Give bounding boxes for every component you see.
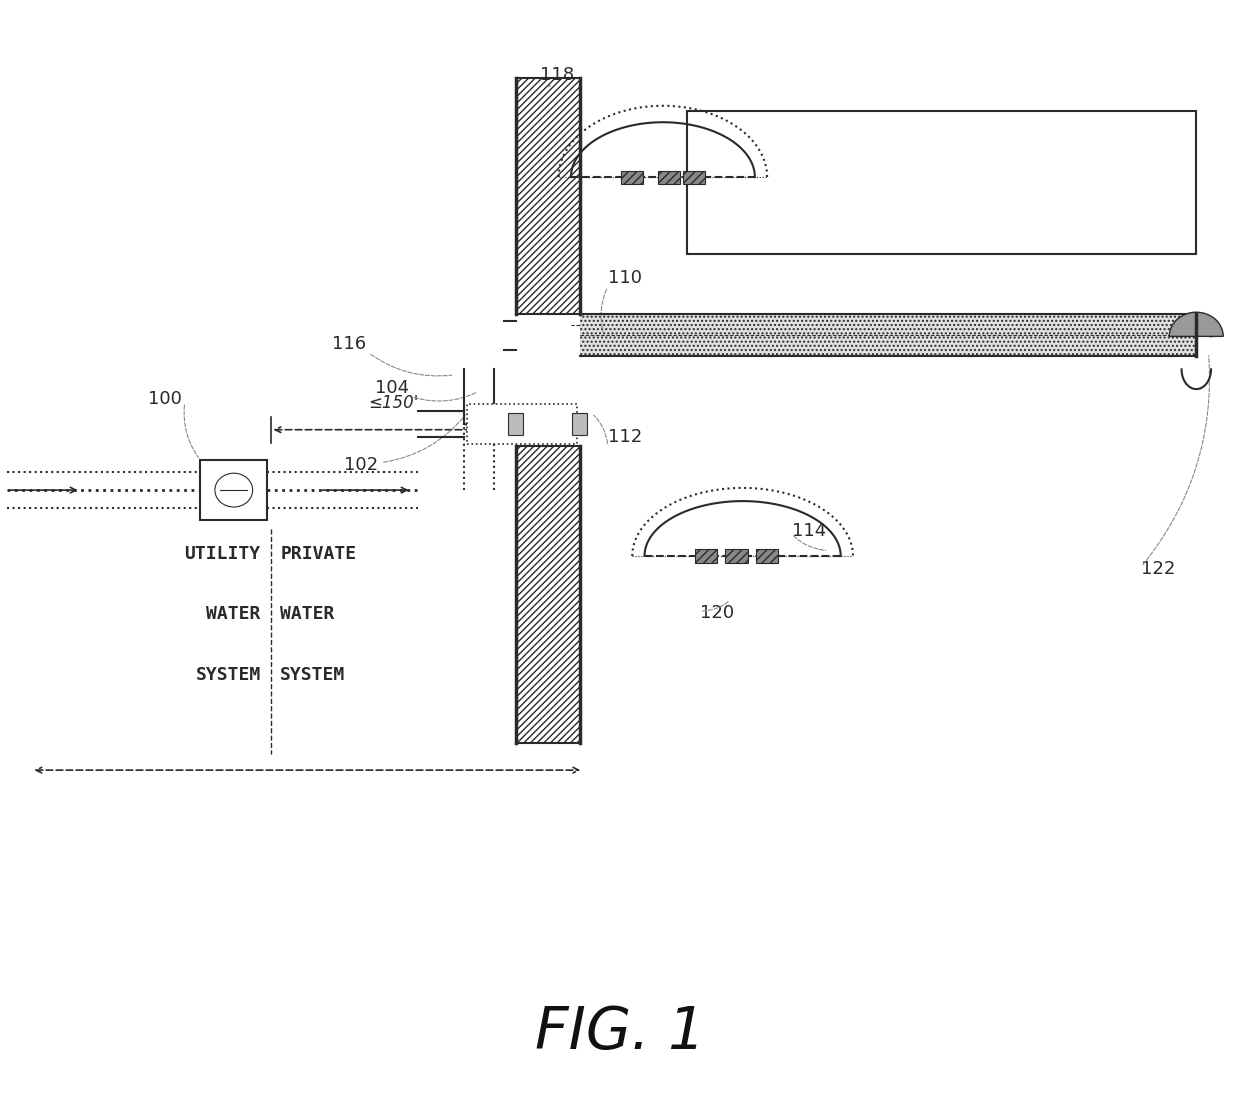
Bar: [658, 170, 680, 183]
Text: WATER: WATER: [206, 605, 260, 624]
Text: UTILITY: UTILITY: [185, 545, 260, 563]
Text: 104: 104: [374, 379, 409, 397]
Text: 108: 108: [804, 187, 838, 205]
Text: FIG. 1: FIG. 1: [534, 1004, 706, 1061]
Bar: [579, 315, 1197, 356]
Text: SYSTEM: SYSTEM: [280, 666, 346, 684]
Text: 122: 122: [1141, 560, 1176, 578]
Bar: [725, 549, 748, 563]
Wedge shape: [1169, 312, 1223, 336]
Bar: [508, 414, 523, 435]
Text: 106: 106: [699, 137, 734, 156]
Bar: [621, 170, 644, 183]
Text: 102: 102: [345, 456, 378, 474]
Bar: [694, 549, 717, 563]
Bar: [687, 111, 1197, 254]
Text: 100: 100: [148, 389, 182, 408]
Bar: [572, 414, 587, 435]
Text: ≤150': ≤150': [368, 394, 418, 413]
Text: PRIVATE: PRIVATE: [280, 545, 356, 563]
Bar: [692, 116, 1192, 249]
Text: SYSTEM: SYSTEM: [196, 666, 260, 684]
Text: 112: 112: [608, 428, 642, 446]
Bar: [466, 405, 577, 444]
Bar: [516, 78, 579, 315]
Bar: [682, 170, 704, 183]
Text: WATER: WATER: [280, 605, 335, 624]
Bar: [756, 549, 779, 563]
Bar: [516, 446, 579, 743]
Bar: [200, 460, 268, 520]
Text: 120: 120: [699, 604, 734, 622]
Text: 118: 118: [541, 66, 574, 83]
Text: 116: 116: [332, 335, 366, 353]
Text: 110: 110: [608, 269, 642, 287]
Text: 114: 114: [791, 522, 826, 539]
